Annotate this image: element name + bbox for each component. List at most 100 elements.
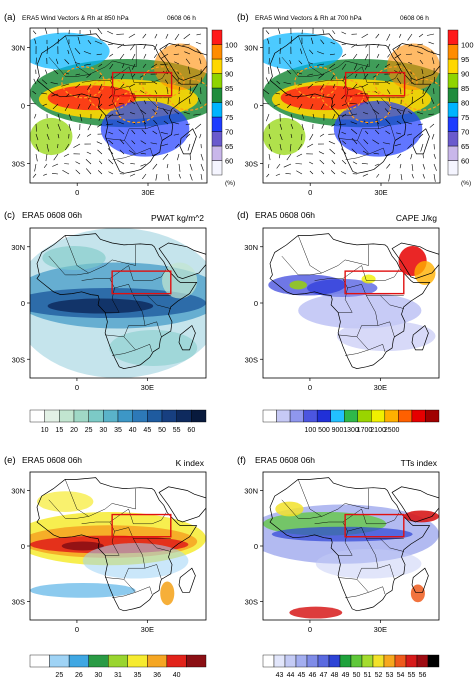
wind-vector bbox=[296, 153, 303, 157]
wind-vector bbox=[120, 73, 125, 80]
colorbar-swatch bbox=[427, 654, 440, 668]
wind-vector bbox=[296, 170, 303, 175]
field-blob bbox=[82, 543, 189, 579]
wind-vector bbox=[97, 123, 103, 128]
wind-vector bbox=[173, 53, 180, 55]
colorbar-swatch bbox=[384, 409, 399, 423]
colorbar-level: 40 bbox=[129, 427, 137, 434]
wind-vector bbox=[87, 83, 92, 90]
wind-vector bbox=[300, 48, 303, 55]
wind-vector bbox=[183, 111, 191, 115]
wind-vector bbox=[106, 123, 114, 125]
wind-vector bbox=[117, 160, 125, 165]
wind-vector bbox=[341, 131, 347, 135]
colorbar-swatch bbox=[161, 409, 177, 423]
colorbar-unit: (%) bbox=[461, 180, 471, 187]
colorbar-level: 75 bbox=[225, 113, 233, 122]
colorbar-swatch bbox=[447, 58, 459, 74]
colorbar-swatch bbox=[166, 654, 187, 668]
wind-vector bbox=[331, 123, 336, 127]
colorbar-swatch bbox=[191, 409, 207, 423]
field-blob bbox=[386, 43, 440, 90]
wind-vector bbox=[418, 133, 424, 138]
wind-vector bbox=[320, 103, 325, 110]
wind-vector bbox=[386, 163, 391, 169]
wind-vector bbox=[32, 30, 37, 35]
colorbar-swatch bbox=[117, 409, 133, 423]
arabia-coastline bbox=[391, 242, 439, 279]
wind-vector bbox=[109, 63, 114, 70]
wind-vector bbox=[30, 103, 37, 105]
colorbar-level: 90 bbox=[461, 70, 469, 79]
wind-vector bbox=[174, 33, 180, 41]
wind-vector bbox=[353, 63, 358, 70]
lon-tick-label: 0 bbox=[75, 625, 79, 634]
lat-tick-label: 30S bbox=[12, 355, 25, 364]
field-blob bbox=[109, 330, 198, 366]
lat-tick-label: 0 bbox=[254, 542, 258, 551]
wind-vector bbox=[32, 90, 37, 95]
wind-vector bbox=[429, 123, 435, 128]
wind-vector bbox=[118, 103, 125, 105]
lat-tick-label: 0 bbox=[21, 542, 25, 551]
wind-vector bbox=[276, 80, 281, 85]
wind-vector bbox=[298, 103, 303, 110]
colorbar: 25 26 30 31 35 36 40 bbox=[29, 654, 207, 679]
wind-vector bbox=[388, 173, 391, 182]
colorbar-level: 80 bbox=[225, 99, 233, 108]
panel-title: ERA5 Wind Vectors & Rh at 850 hPa bbox=[22, 15, 129, 22]
colorbar-level: 2100 bbox=[370, 427, 386, 434]
wind-vector bbox=[265, 30, 270, 35]
wind-vector bbox=[405, 53, 413, 56]
wind-vector bbox=[375, 33, 380, 39]
colorbar: 10 15 20 25 30 35 40 45 50 55 60 bbox=[29, 409, 207, 434]
colorbar-level: 43 bbox=[276, 672, 284, 679]
colorbar-level: 95 bbox=[225, 55, 233, 64]
wind-vector bbox=[108, 103, 114, 106]
wind-vector bbox=[418, 33, 424, 38]
wind-vector bbox=[341, 31, 347, 35]
wind-vector bbox=[177, 153, 180, 161]
wind-vector bbox=[46, 143, 49, 152]
wind-vector bbox=[350, 128, 358, 135]
wind-vector bbox=[404, 121, 413, 125]
wind-vector bbox=[143, 100, 147, 105]
field-blob bbox=[298, 292, 422, 329]
country-border bbox=[380, 97, 405, 112]
region-box bbox=[111, 513, 172, 538]
country-border bbox=[368, 344, 386, 352]
wind-vector bbox=[385, 119, 391, 125]
africa-coastline bbox=[36, 477, 198, 612]
wind-vector bbox=[120, 83, 125, 89]
wind-vector bbox=[433, 173, 436, 182]
country-border bbox=[147, 538, 171, 552]
wind-vector bbox=[342, 140, 347, 145]
wind-vector bbox=[87, 40, 92, 45]
colorbar-level: 100 bbox=[461, 41, 474, 50]
region-box bbox=[111, 270, 172, 295]
wind-vector bbox=[46, 46, 48, 55]
wind-vector bbox=[46, 123, 49, 129]
wind-vector bbox=[341, 53, 347, 58]
wind-vector bbox=[189, 153, 191, 161]
colorbar-swatch bbox=[411, 409, 426, 423]
colorbar-level: 1300 bbox=[343, 427, 359, 434]
country-border bbox=[338, 295, 379, 338]
country-border bbox=[377, 321, 395, 337]
wind-vector bbox=[263, 89, 270, 95]
wind-vector bbox=[174, 61, 180, 65]
panel-tag: (a) bbox=[4, 12, 16, 23]
wind-vector bbox=[275, 173, 281, 176]
africa-coastline bbox=[269, 477, 431, 612]
lat-tick-label: 30N bbox=[244, 43, 258, 52]
colorbar-swatch bbox=[276, 409, 291, 423]
colorbar-level: 75 bbox=[461, 113, 469, 122]
field-blob bbox=[153, 43, 207, 90]
wind-vector bbox=[301, 113, 305, 119]
wind-vector bbox=[307, 73, 314, 76]
wind-vector bbox=[329, 53, 336, 56]
wind-vector bbox=[362, 100, 369, 105]
panel-b: (b) ERA5 Wind Vectors & Rh at 700 hPa 0608… bbox=[237, 12, 474, 197]
wind-vector bbox=[279, 143, 282, 151]
wind-vector bbox=[362, 150, 369, 155]
